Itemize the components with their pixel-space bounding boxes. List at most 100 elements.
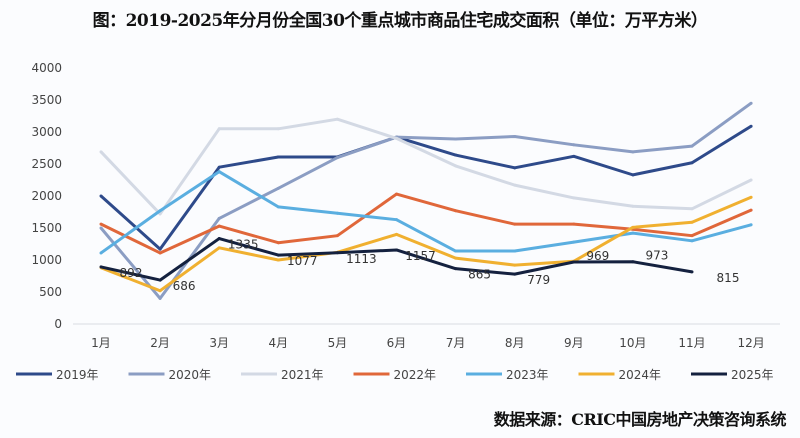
data-point [513,263,517,267]
legend-label: 2020年 [169,368,212,382]
data-point [690,144,694,148]
x-tick-label: 1月 [91,336,111,350]
data-point [99,226,103,230]
data-point [276,127,280,131]
data-point [99,150,103,154]
y-tick-label: 3000 [31,125,62,139]
data-point [276,253,280,257]
data-label: 779 [527,273,550,287]
data-point [572,143,576,147]
data-point [99,222,103,226]
data-point [158,296,162,300]
data-point [158,247,162,251]
series-line-2023年 [100,170,752,255]
y-tick-label: 1500 [31,221,62,235]
x-tick-label: 2月 [150,336,170,350]
data-point [513,222,517,226]
data-point [631,204,635,208]
data-point [158,209,162,213]
data-point [217,170,221,174]
data-point [513,272,517,276]
data-label: 865 [468,268,491,282]
data-point [690,161,694,165]
data-point [335,117,339,121]
data-label: 686 [173,279,196,293]
data-point [395,136,398,140]
data-point [454,153,458,157]
data-point [217,127,221,131]
data-point [749,195,753,199]
data-point [335,156,339,160]
x-tick-label: 3月 [209,336,229,350]
data-point [158,289,162,293]
data-point [217,224,221,228]
data-point [454,137,458,141]
y-tick-label: 4000 [31,61,62,75]
x-tick-label: 7月 [446,336,466,350]
data-point [454,249,458,253]
data-point [631,173,635,177]
series-line-2021年 [99,117,752,216]
data-point [454,267,458,271]
data-point [395,232,398,236]
x-tick-label: 9月 [564,336,584,350]
data-point [395,248,398,252]
series-line-2024年 [100,195,752,293]
data-point [158,251,162,255]
data-point [276,186,280,190]
x-tick-label: 12月 [737,336,764,350]
data-label: 815 [717,271,740,285]
data-point [690,270,694,274]
data-point [690,234,694,238]
data-label: 892 [120,266,143,280]
x-tick-label: 6月 [387,336,407,350]
data-label: 1335 [228,238,259,252]
data-label: 1113 [346,252,377,266]
data-point [513,166,517,170]
data-point [572,196,576,200]
x-tick-label: 11月 [678,336,705,350]
data-point [749,208,753,212]
x-tick-label: 8月 [505,336,525,350]
data-point [276,205,280,209]
data-point [454,164,458,168]
data-point [158,212,162,216]
data-point [276,241,280,245]
data-point [749,101,753,105]
data-point [276,258,280,262]
data-point [217,237,221,241]
data-point [454,209,458,213]
y-tick-label: 3500 [31,93,62,107]
data-point [99,265,103,269]
data-point [276,155,280,159]
data-point [572,222,576,226]
legend-label: 2019年 [56,368,99,382]
legend-label: 2024年 [619,368,662,382]
data-point [335,234,339,238]
data-point [631,231,635,235]
x-tick-label: 5月 [328,336,348,350]
data-point [335,211,339,215]
data-point [749,178,753,182]
data-point [690,239,694,243]
y-tick-label: 0 [54,317,62,331]
data-label: 1077 [287,254,318,268]
legend-label: 2022年 [394,368,437,382]
data-point [631,225,635,229]
data-point [631,150,635,154]
data-point [99,194,103,198]
data-point [513,249,517,253]
y-tick-label: 2500 [31,157,62,171]
y-tick-label: 1000 [31,253,62,267]
legend-label: 2021年 [281,368,324,382]
data-point [335,251,339,255]
chart-title: 图：2019-2025年分月份全国30个重点城市商品住宅成交面积（单位：万平方米… [92,11,708,31]
data-point [572,260,576,264]
series-line-2020年 [99,101,752,300]
data-point [158,278,162,282]
y-tick-label: 2000 [31,189,62,203]
data-point [395,192,398,196]
data-point [749,223,753,227]
data-source: 数据来源：CRIC中国房地产决策咨询系统 [493,410,787,429]
data-point [217,216,221,220]
